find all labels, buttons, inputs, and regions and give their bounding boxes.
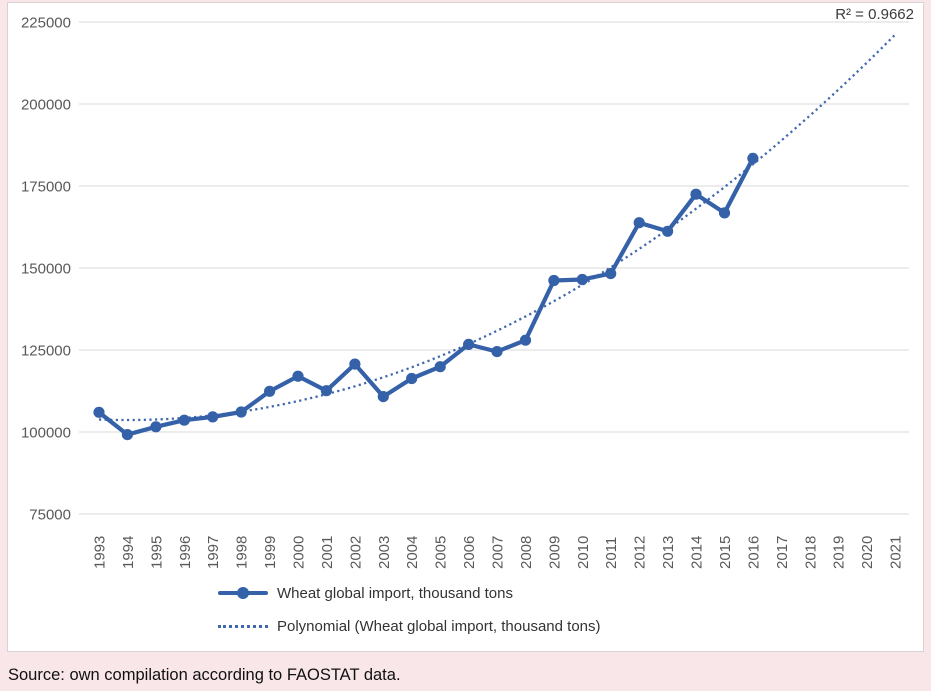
- y-tick-label: 150000: [21, 261, 71, 278]
- series-marker: [150, 421, 162, 433]
- series-marker: [235, 406, 247, 418]
- series-marker: [747, 152, 759, 164]
- series-marker: [718, 207, 731, 219]
- x-tick-label: 2004: [404, 536, 421, 569]
- series-marker: [406, 372, 418, 385]
- series-marker: [349, 358, 361, 370]
- x-tick-label: 2015: [717, 536, 734, 569]
- legend-line-swatch: [218, 587, 268, 599]
- series-marker: [434, 361, 446, 373]
- legend-dotted-line-icon: [218, 624, 268, 628]
- x-tick-label: 2012: [632, 536, 649, 569]
- plot-svg: 75000 100000 125000 150000 175000 200000 22500…: [21, 15, 909, 569]
- legend-item-trend: Polynomial (Wheat global import, thousan…: [218, 613, 923, 639]
- legend: Wheat global import, thousand tons Polyn…: [8, 580, 923, 639]
- legend-trend-label: Polynomial (Wheat global import, thousan…: [277, 617, 601, 635]
- series-marker: [605, 268, 617, 280]
- x-tick-label: 2010: [575, 536, 592, 569]
- x-tick-label: 1996: [177, 536, 194, 569]
- x-tick-label: 2013: [660, 536, 677, 569]
- x-tick-label: 2018: [802, 536, 819, 569]
- x-tick-label: 2011: [603, 537, 620, 569]
- series-line: [96, 156, 756, 437]
- legend-circle-marker-icon: [237, 587, 249, 599]
- x-tick-label: 2007: [490, 536, 507, 569]
- y-tick-label: 125000: [21, 343, 71, 360]
- x-tick-label: 2020: [859, 536, 876, 569]
- series-marker: [264, 385, 276, 397]
- series-marker: [377, 391, 389, 403]
- series-marker: [576, 273, 588, 286]
- chart-box: R² = 0.9662 75000 100000 125000 150000 17500…: [7, 2, 924, 652]
- y-tick-label: 75000: [29, 507, 71, 524]
- x-tick-label: 1999: [262, 536, 279, 569]
- y-tick-label: 175000: [21, 179, 71, 196]
- x-tick-label: 2006: [461, 536, 478, 569]
- series-marker: [491, 346, 503, 358]
- series-marker: [121, 429, 133, 441]
- series-marker: [207, 411, 219, 423]
- x-tick-label: 2001: [319, 536, 336, 569]
- series-marker: [320, 385, 332, 397]
- x-tick-label: 2021: [888, 536, 905, 569]
- series-marker: [633, 217, 645, 229]
- x-tick-label: 2002: [347, 536, 364, 569]
- source-note: Source: own compilation according to FAO…: [8, 666, 401, 684]
- r-squared-label: R² = 0.9662: [835, 6, 914, 23]
- legend-item-series: Wheat global import, thousand tons: [218, 580, 923, 606]
- series-marker: [690, 188, 702, 200]
- series-marker: [548, 274, 560, 287]
- series-marker: [662, 225, 674, 237]
- y-tick-label: 100000: [21, 425, 71, 442]
- x-tick-label: 2008: [518, 536, 535, 569]
- x-tick-label: 2017: [774, 536, 791, 569]
- x-tick-label: 2005: [433, 536, 450, 569]
- x-tick-label: 2000: [291, 536, 308, 569]
- series-marker: [519, 334, 532, 346]
- x-tick-label: 1995: [148, 536, 165, 569]
- x-tick-label: 1993: [92, 536, 109, 569]
- series-marker: [178, 414, 190, 426]
- x-tick-label: 2019: [831, 536, 848, 569]
- series-marker: [292, 370, 304, 382]
- x-tick-label: 1994: [120, 536, 137, 569]
- y-tick-label: 200000: [21, 97, 71, 114]
- y-tick-label: 225000: [21, 15, 71, 32]
- legend-series-label: Wheat global import, thousand tons: [277, 584, 513, 602]
- polynomial-trendline: [98, 33, 896, 422]
- x-tick-label: 2016: [745, 536, 762, 569]
- series-marker: [93, 406, 105, 418]
- x-tick-label: 1997: [205, 536, 222, 569]
- x-tick-label: 2009: [546, 536, 563, 569]
- x-tick-label: 1998: [234, 536, 251, 569]
- x-tick-label: 2014: [689, 536, 706, 569]
- series-marker: [463, 338, 475, 350]
- x-tick-label: 2003: [376, 536, 393, 569]
